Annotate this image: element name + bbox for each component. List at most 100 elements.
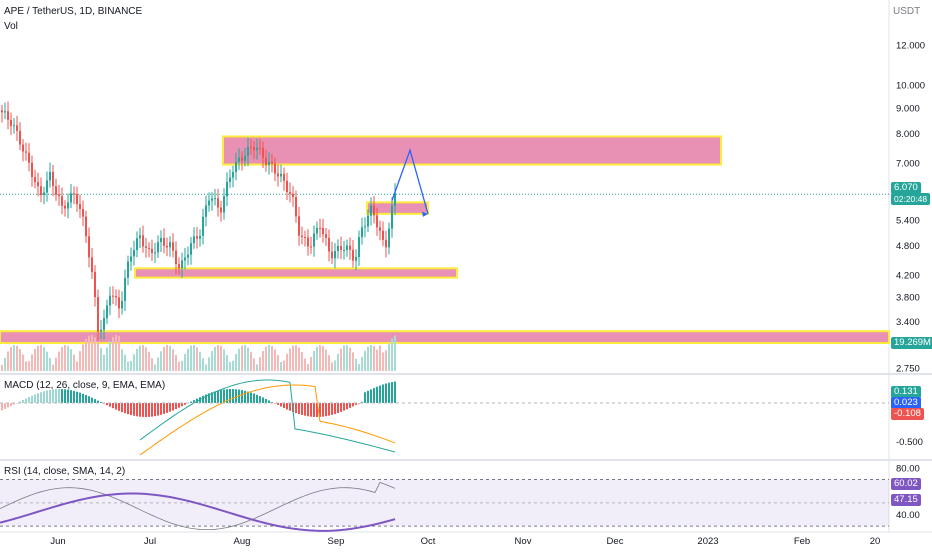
candle-body xyxy=(163,237,165,246)
volume-bar xyxy=(34,348,36,371)
volume-bar xyxy=(268,345,270,371)
volume-bar xyxy=(325,349,327,371)
volume-bar xyxy=(100,348,102,371)
candle-body xyxy=(394,192,396,206)
volume-bar xyxy=(16,345,18,371)
candle-body xyxy=(136,238,138,251)
macd-histogram-bar xyxy=(172,403,174,411)
candle-body xyxy=(139,235,141,239)
macd-histogram-bar xyxy=(271,401,273,403)
rsi-axis-tick-0: 80.00 xyxy=(896,463,920,474)
candle-body xyxy=(145,246,147,248)
volume-bar xyxy=(136,348,138,371)
macd-histogram-bar xyxy=(316,403,318,417)
macd-histogram-bar xyxy=(121,403,123,413)
time-axis-label-5: Nov xyxy=(515,536,532,547)
candle-body xyxy=(205,205,207,217)
candle-body xyxy=(46,180,48,193)
macd-histogram-bar xyxy=(145,403,147,417)
candle-body xyxy=(265,157,267,166)
macd-histogram-bar xyxy=(40,392,42,403)
volume-bar xyxy=(352,352,354,371)
volume-bar xyxy=(367,346,369,371)
volume-bar xyxy=(202,358,204,371)
rsi-legend[interactable]: RSI (14, close, SMA, 14, 2) xyxy=(4,466,126,477)
macd-histogram-bar xyxy=(118,403,120,411)
macd-histogram-bar xyxy=(13,403,15,405)
candle-body xyxy=(319,227,321,229)
volume-bar xyxy=(7,351,9,371)
volume-bar xyxy=(223,349,225,371)
candle-body xyxy=(349,245,351,250)
macd-histogram-bar xyxy=(304,403,306,416)
macd-histogram-bar xyxy=(22,399,24,403)
volume-bar xyxy=(232,360,234,371)
macd-histogram-bar xyxy=(343,403,345,411)
volume-bar xyxy=(229,361,231,371)
macd-histogram-bar xyxy=(250,392,252,403)
volume-bar xyxy=(187,348,189,371)
macd-histogram-bar xyxy=(55,389,57,403)
candle-body xyxy=(391,205,393,229)
price-axis-tick-11: 2.750 xyxy=(896,363,920,374)
macd-histogram-bar xyxy=(313,403,315,417)
candle-body xyxy=(256,147,258,151)
volume-bar xyxy=(43,347,45,371)
time-axis-label-4: Oct xyxy=(421,536,436,547)
macd-histogram-bar xyxy=(73,390,75,403)
candle-body xyxy=(250,147,252,149)
volume-bar xyxy=(253,358,255,371)
macd-histogram-bar xyxy=(202,395,204,403)
support-resistance-zone-2 xyxy=(134,267,458,279)
volume-bar xyxy=(196,347,198,371)
volume-bar xyxy=(349,347,351,371)
volume-bar xyxy=(319,345,321,371)
projection-arrowhead xyxy=(422,211,428,217)
candle-body xyxy=(247,147,249,157)
volume-bar xyxy=(364,350,366,371)
macd-histogram-bar xyxy=(346,403,348,410)
macd-histogram-bar xyxy=(256,394,258,403)
macd-value-badge: 0.023 xyxy=(891,397,921,409)
macd-histogram-bar xyxy=(19,401,21,403)
macd-legend[interactable]: MACD (12, 26, close, 9, EMA, EMA) xyxy=(4,380,166,391)
macd-histogram-bar xyxy=(349,403,351,408)
volume-bar xyxy=(115,335,117,371)
candle-body xyxy=(340,245,342,251)
price-axis-tick-3: 8.000 xyxy=(896,129,920,140)
macd-histogram-bar xyxy=(79,392,81,403)
macd-histogram-bar xyxy=(82,393,84,403)
volume-bar xyxy=(169,345,171,371)
volume-bar xyxy=(283,360,285,371)
macd-histogram-bar xyxy=(130,403,132,416)
candle-body xyxy=(25,151,27,153)
candle-body xyxy=(58,194,60,197)
volume-bar xyxy=(157,357,159,371)
candle-body xyxy=(124,277,126,301)
volume-bar xyxy=(274,349,276,371)
support-resistance-zone-3 xyxy=(0,330,890,345)
candle-body xyxy=(181,260,183,269)
volume-bar xyxy=(76,361,78,371)
candle-body xyxy=(355,257,357,261)
symbol-title[interactable]: APE / TetherUS, 1D, BINANCE xyxy=(4,6,143,17)
volume-bar xyxy=(307,364,309,371)
volume-label[interactable]: Vol xyxy=(4,21,18,32)
candle-body xyxy=(196,236,198,239)
macd-histogram-bar xyxy=(163,403,165,414)
volume-bar xyxy=(382,352,384,371)
candle-body xyxy=(76,194,78,205)
volume-bar xyxy=(280,362,282,371)
volume-bar xyxy=(25,361,27,371)
volume-bar xyxy=(313,350,315,371)
macd-histogram-bar xyxy=(106,403,108,406)
macd-histogram-bar xyxy=(328,403,330,416)
macd-histogram-bar xyxy=(34,394,36,403)
candle-body xyxy=(304,237,306,239)
macd-histogram-bar xyxy=(358,403,360,404)
macd-histogram-bar xyxy=(97,400,99,403)
macd-histogram-bar xyxy=(100,402,102,403)
volume-bar xyxy=(67,345,69,371)
macd-histogram-bar xyxy=(10,403,12,407)
